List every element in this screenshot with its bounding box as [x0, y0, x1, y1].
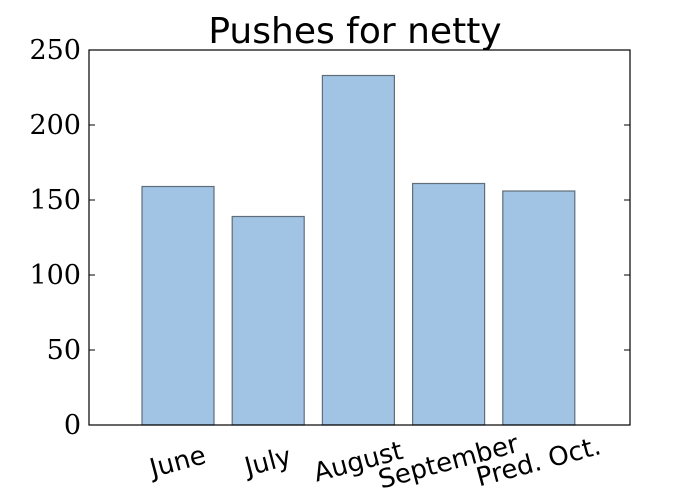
x-tick-label: June: [145, 440, 209, 484]
y-tick-label: 150: [29, 185, 81, 216]
y-tick-label: 250: [29, 35, 81, 66]
y-tick-label: 50: [47, 335, 81, 366]
x-tick-label: July: [240, 442, 295, 484]
chart-title: Pushes for netty: [208, 11, 501, 52]
bar-june: [141, 185, 215, 426]
y-axis: 0 50 100 150 200 250: [29, 35, 630, 441]
plot-frame: [88, 49, 631, 426]
bar-september: [412, 182, 486, 426]
bars-group: [141, 74, 576, 426]
bar-pred-oct: [502, 190, 576, 426]
bar-august: [321, 74, 395, 426]
bar-july: [231, 215, 305, 426]
y-tick-label: 200: [29, 110, 81, 141]
y-tick-label: 0: [64, 410, 81, 441]
y-tick-label: 100: [29, 260, 81, 291]
